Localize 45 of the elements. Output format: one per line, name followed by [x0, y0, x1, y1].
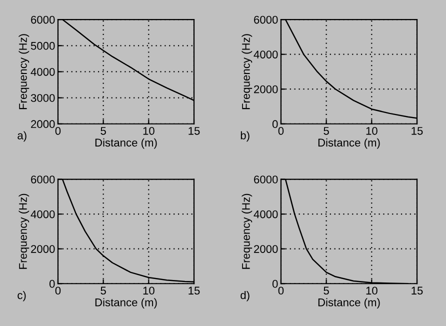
- x-tick-label: 5: [100, 127, 106, 135]
- x-tick-label: 10: [366, 286, 378, 295]
- y-tick-label: 2000: [254, 85, 278, 94]
- x-tick-label: 5: [324, 286, 329, 295]
- y-tick-label: 6000: [31, 16, 55, 24]
- y-tick-label: 6000: [254, 176, 278, 184]
- x-axis-title: Distance (m): [318, 138, 380, 149]
- y-tick-label: 4000: [30, 210, 55, 218]
- x-axis-title: Distance (m): [95, 298, 157, 308]
- y-tick-label: 2000: [31, 245, 55, 253]
- x-axis-title: Distance (m): [95, 138, 157, 149]
- y-tick-label: 6000: [254, 16, 278, 24]
- x-tick-label: 10: [143, 126, 154, 135]
- x-tick-label: 15: [412, 127, 423, 135]
- y-tick-label: 6000: [31, 176, 55, 184]
- x-tick-label: 15: [412, 286, 423, 295]
- y-tick-label: 0: [272, 120, 278, 128]
- y-tick-label: 5000: [30, 42, 55, 50]
- y-axis-title: Frequency (Hz): [242, 34, 252, 110]
- y-axis-title: Frequency (Hz): [242, 194, 252, 269]
- y-tick-label: 0: [272, 280, 278, 288]
- y-tick-label: 2000: [254, 245, 278, 253]
- x-tick-label: 0: [55, 286, 61, 295]
- text: d): [240, 290, 250, 302]
- text: a): [18, 131, 26, 142]
- y-tick-label: 3000: [30, 94, 55, 102]
- x-tick-label: 0: [55, 126, 61, 135]
- x-tick-label: 5: [100, 286, 106, 295]
- x-tick-label: 10: [366, 126, 378, 135]
- x-tick-label: 10: [143, 286, 154, 295]
- x-tick-label: 0: [278, 286, 284, 295]
- x-tick-label: 5: [324, 127, 329, 135]
- y-axis-title: Frequency (Hz): [18, 34, 30, 110]
- y-tick-label: 0: [49, 280, 55, 288]
- x-axis-title: Distance (m): [318, 298, 380, 308]
- text: c): [18, 290, 26, 302]
- text: b): [240, 131, 250, 142]
- x-tick-label: 15: [188, 127, 200, 135]
- y-tick-label: 4000: [254, 210, 278, 218]
- y-tick-label: 4000: [254, 50, 278, 58]
- y-tick-label: 2000: [31, 120, 55, 128]
- x-tick-label: 0: [278, 126, 284, 135]
- x-tick-label: 15: [188, 286, 200, 295]
- y-tick-label: 4000: [30, 68, 55, 76]
- y-axis-title: Frequency (Hz): [18, 194, 30, 269]
